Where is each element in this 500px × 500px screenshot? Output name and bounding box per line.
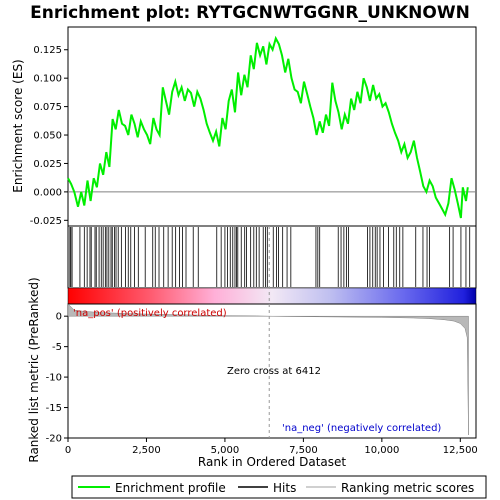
- neg-corr-label: 'na_neg' (negatively correlated): [282, 423, 441, 434]
- zero-cross-label: Zero cross at 6412: [227, 366, 321, 377]
- pos-corr-label: 'na_pos' (positively correlated): [73, 308, 227, 319]
- es-y-tick-label: 0.025: [33, 159, 62, 170]
- legend-label-hits: Hits: [273, 481, 296, 495]
- hits-panel: [67, 225, 477, 289]
- metric-y-axis-label: Ranked list metric (PreRanked): [27, 277, 41, 462]
- x-tick-label: 10,000: [364, 445, 399, 456]
- metric-y-tick-label: -20: [46, 434, 62, 445]
- legend-label-metric: Ranking metric scores: [341, 481, 474, 495]
- chart-title: Enrichment plot: RYTGCNWTGGNR_UNKNOWN: [30, 3, 470, 23]
- metric-y-axis: 0 -5 -10 -15 -20: [46, 312, 68, 445]
- legend-label-enrichment: Enrichment profile: [115, 481, 226, 495]
- metric-panel: 0 -5 -10 -15 -20 'na_pos' (positively correl…: [46, 226, 477, 445]
- x-axis-label: Rank in Ordered Dataset: [198, 455, 346, 469]
- rank-gradient: [67, 287, 477, 305]
- metric-y-tick-label: -10: [46, 373, 62, 384]
- legend-box: [71, 475, 487, 499]
- x-tick-label: 2,500: [132, 445, 161, 456]
- es-y-axis: -0.025 0.000 0.025 0.050 0.075 0.100 0.125: [30, 45, 68, 227]
- es-y-tick-label: 0.075: [33, 102, 62, 113]
- es-y-tick-label: 0.100: [33, 74, 62, 85]
- es-panel: -0.025 0.000 0.025 0.050 0.075 0.100 0.125: [30, 26, 477, 227]
- x-tick-label: 7,500: [289, 445, 318, 456]
- rank-color-bar: [67, 287, 477, 305]
- x-tick-label: 12,500: [443, 445, 478, 456]
- es-y-tick-label: 0.050: [33, 131, 62, 142]
- ranking-metric-area: [67, 303, 469, 436]
- metric-plot-frame: [67, 303, 477, 439]
- enrichment-profile-line: [67, 35, 469, 219]
- metric-y-tick-label: 0: [56, 312, 62, 323]
- es-y-tick-label: 0.000: [33, 187, 62, 198]
- es-y-axis-label: Enrichment score (ES): [11, 59, 25, 192]
- x-tick-label: 0: [65, 445, 71, 456]
- legend: Enrichment profile Hits Ranking metric s…: [71, 475, 487, 499]
- es-y-tick-label: 0.125: [33, 45, 62, 56]
- metric-y-tick-label: -5: [52, 342, 62, 353]
- x-axis: 0 2,500 5,000 7,500 10,000 12,500: [65, 438, 478, 456]
- hit-marks: [69, 227, 471, 287]
- es-y-tick-label: -0.025: [30, 216, 62, 227]
- x-tick-label: 5,000: [211, 445, 240, 456]
- hits-frame: [67, 225, 477, 289]
- metric-y-tick-label: -15: [46, 403, 62, 414]
